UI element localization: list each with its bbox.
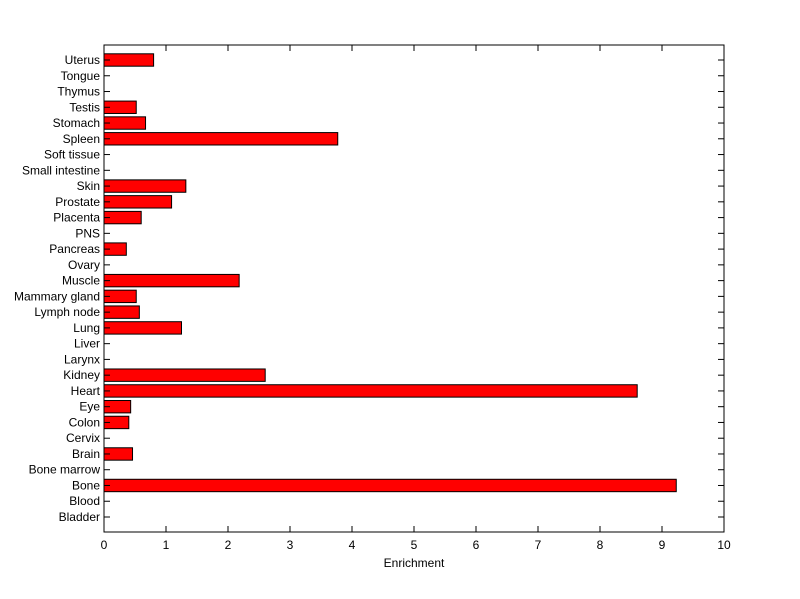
y-tick-label-larynx: Larynx (64, 352, 100, 366)
x-tick-label: 7 (535, 538, 542, 552)
y-tick-label-pancreas: Pancreas (49, 242, 100, 256)
y-tick-label-lung: Lung (73, 321, 100, 335)
y-tick-label-cervix: Cervix (66, 431, 100, 445)
y-tick-label-bone: Bone (72, 478, 100, 492)
y-tick-label-soft-tissue: Soft tissue (44, 148, 100, 162)
y-tick-label-prostate: Prostate (55, 195, 100, 209)
bar-prostate (103, 195, 173, 209)
x-tick-label: 0 (101, 538, 108, 552)
y-tick-label-thymus: Thymus (57, 85, 100, 99)
x-tick-label: 9 (659, 538, 666, 552)
y-tick-label-spleen: Spleen (63, 132, 100, 146)
y-tick-label-testis: Testis (69, 100, 100, 114)
x-tick-label: 6 (473, 538, 480, 552)
bar-lung (103, 321, 182, 335)
y-tick-label-mammary-gland: Mammary gland (14, 289, 100, 303)
x-tick-label: 10 (717, 538, 731, 552)
y-tick-label-lymph-node: Lymph node (34, 305, 100, 319)
x-tick-label: 1 (163, 538, 170, 552)
y-tick-label-ovary: Ovary (68, 258, 100, 272)
plot-area (104, 45, 724, 532)
y-tick-label-muscle: Muscle (62, 274, 100, 288)
bar-muscle (103, 273, 240, 288)
y-tick-label-small-intestine: Small intestine (22, 163, 100, 177)
x-ticks-group: 0 1 2 3 4 5 6 7 8 9 10 (101, 45, 731, 552)
x-axis-label: Enrichment (384, 556, 445, 570)
y-tick-label-heart: Heart (71, 384, 101, 398)
y-tick-label-bone-marrow: Bone marrow (29, 463, 101, 477)
y-tick-label-kidney: Kidney (63, 368, 100, 382)
bar-heart (103, 384, 638, 398)
x-tick-label: 4 (349, 538, 356, 552)
bar-bone (103, 478, 677, 493)
axes-box (103, 44, 725, 533)
y-tick-label-brain: Brain (72, 447, 100, 461)
y-tick-label-uterus: Uterus (65, 53, 100, 67)
y-tick-label-bladder: Bladder (59, 510, 100, 524)
x-tick-label: 3 (287, 538, 294, 552)
y-tick-label-skin: Skin (77, 179, 100, 193)
x-tick-label: 2 (225, 538, 232, 552)
x-tick-label: 5 (411, 538, 418, 552)
y-tick-label-placenta: Placenta (53, 211, 100, 225)
bar-skin (103, 179, 187, 193)
bar-spleen (103, 132, 339, 146)
y-tick-label-liver: Liver (74, 337, 100, 351)
x-tick-label: 8 (597, 538, 604, 552)
bar-kidney (103, 368, 266, 382)
y-tick-label-tongue: Tongue (61, 69, 101, 83)
y-tick-label-stomach: Stomach (53, 116, 100, 130)
bar-uterus (103, 53, 155, 67)
bar-stomach (103, 116, 147, 130)
y-tick-label-eye: Eye (79, 400, 100, 414)
y-tick-label-blood: Blood (69, 494, 100, 508)
y-tick-label-colon: Colon (69, 415, 100, 429)
y-tick-label-pns: PNS (75, 226, 100, 240)
